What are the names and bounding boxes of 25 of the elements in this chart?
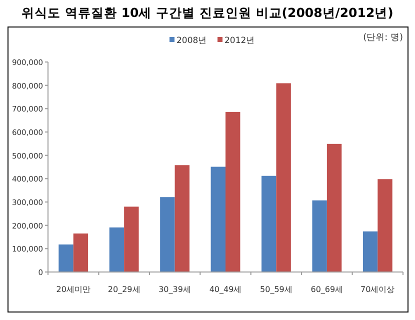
x-tick-label: 20_29세 [108, 285, 140, 294]
bar [124, 206, 139, 272]
bar [262, 176, 276, 272]
bar [326, 144, 342, 272]
bar [210, 166, 226, 272]
x-tick-label: 30_39세 [158, 285, 191, 294]
x-tick-label: 60_69세 [310, 285, 344, 294]
x-tick-label: 40_49세 [209, 285, 242, 294]
bar [226, 112, 240, 272]
x-tick-label: 70세이상 [360, 285, 395, 294]
x-tick-label: 50_59세 [260, 285, 292, 294]
x-tick-label: 20세미만 [56, 285, 90, 294]
bar [73, 234, 88, 272]
bar [174, 165, 190, 272]
legend-label: 2012년 [224, 36, 256, 46]
chart-title: 위식도 역류질환 10세 구간별 진료인원 비교(2008년/2012년) [22, 5, 394, 20]
bar [160, 197, 175, 272]
bar [378, 179, 392, 272]
bar [362, 231, 378, 272]
text: (단위: 명) [363, 33, 403, 43]
bar [109, 227, 124, 272]
legend-label: 2008년 [176, 36, 208, 46]
bar [58, 244, 74, 272]
bar [276, 83, 291, 272]
bar [312, 200, 327, 272]
